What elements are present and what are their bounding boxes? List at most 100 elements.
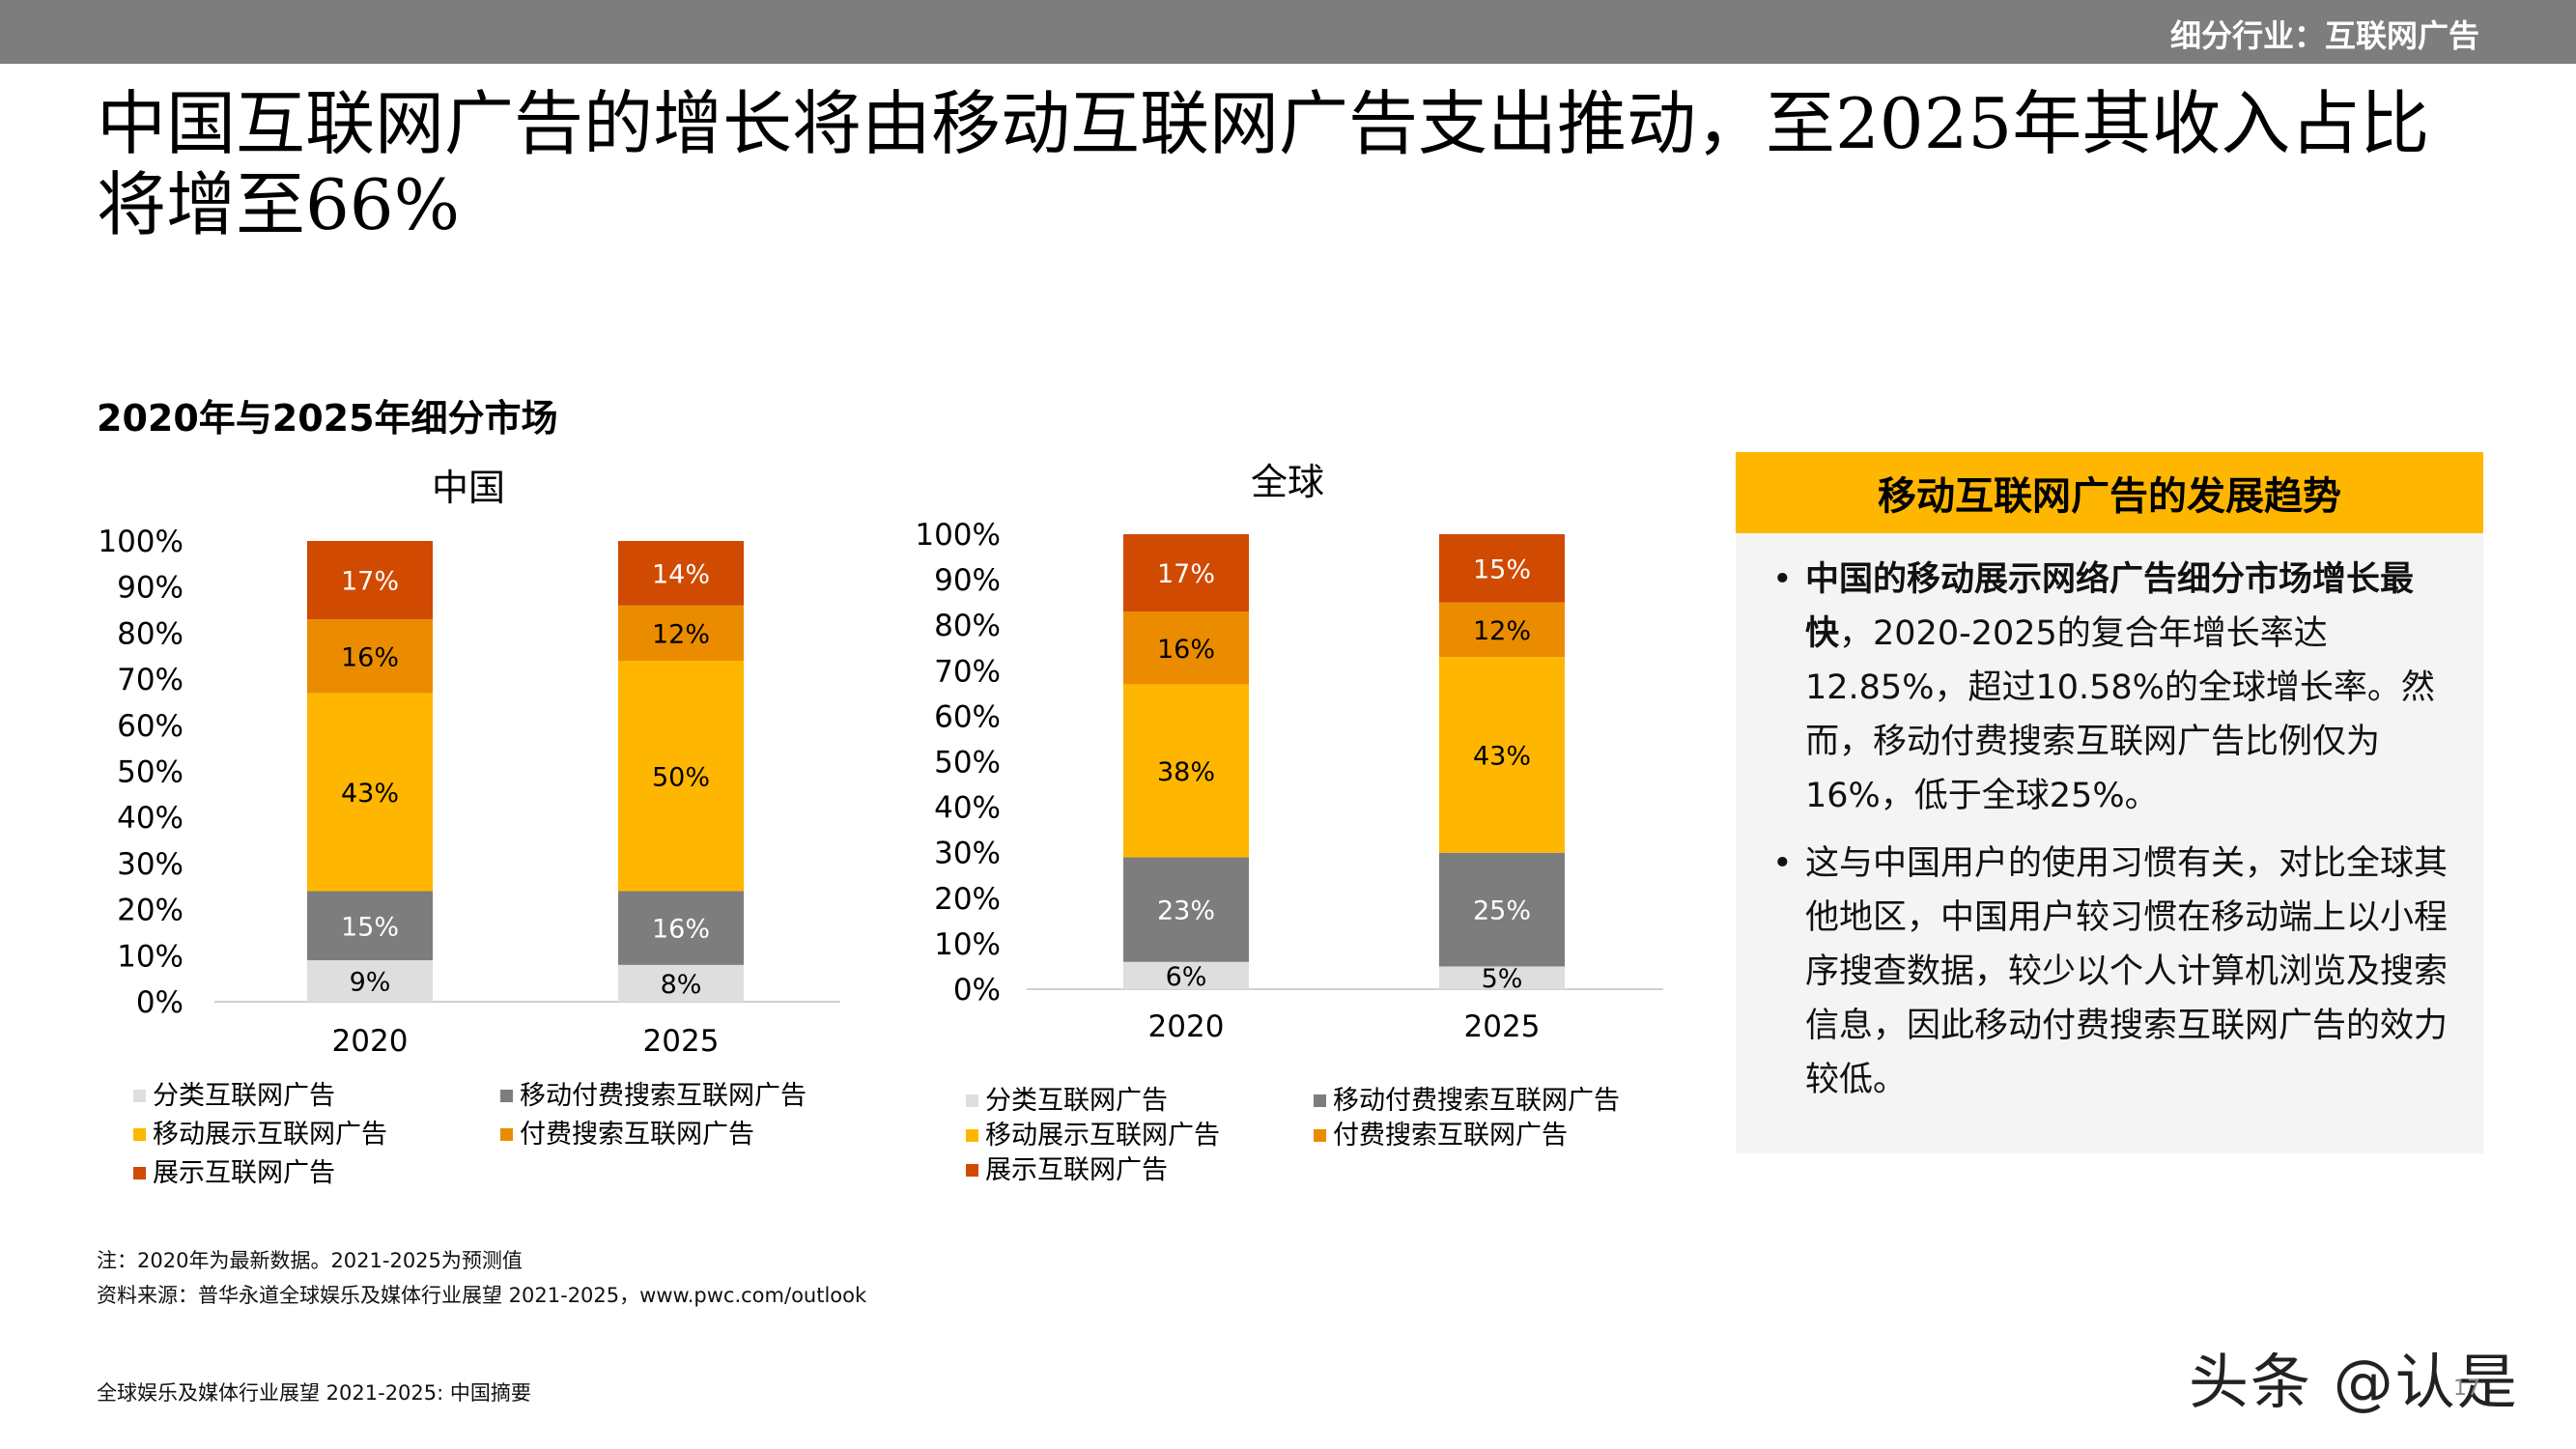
y-tick-label: 20%: [934, 882, 1001, 917]
data-label: 17%: [341, 567, 399, 597]
bar-segment-global-2020-4: [1123, 534, 1249, 612]
y-tick-label: 40%: [117, 801, 184, 836]
legend-label: 付费搜索互联网广告: [520, 1120, 754, 1150]
trend-bullet-2: • 这与中国用户的使用习惯有关，对比全球其他地区，中国用户较习惯在移动端上以小程…: [1772, 837, 2456, 1107]
footer-text: 全球娱乐及媒体行业展望 2021-2025: 中国摘要: [97, 1381, 531, 1405]
y-tick-label: 70%: [934, 654, 1001, 689]
data-label: 12%: [652, 619, 710, 649]
trend-bullet-1: • 中国的移动展示网络广告细分市场增长最快，2020-2025的复合年增长率达1…: [1772, 553, 2456, 823]
data-source: 资料来源：普华永道全球娱乐及媒体行业展望 2021-2025，www.pwc.c…: [97, 1284, 867, 1307]
page-title: 中国互联网广告的增长将由移动互联网广告支出推动，至2025年其收入占比将增至66…: [97, 83, 2430, 245]
y-tick-label: 10%: [934, 927, 1001, 962]
legend-swatch: [133, 1167, 146, 1179]
y-tick-label: 90%: [117, 571, 184, 606]
legend-label: 移动付费搜索互联网广告: [520, 1081, 807, 1111]
data-label: 43%: [1473, 741, 1531, 771]
y-tick-label: 20%: [117, 894, 184, 928]
x-category-label: 2025: [643, 1024, 720, 1059]
x-category-label: 2025: [1464, 1009, 1541, 1044]
y-tick-label: 40%: [934, 791, 1001, 826]
data-label: 8%: [661, 970, 702, 1000]
legend-swatch: [500, 1090, 513, 1102]
data-label: 50%: [652, 762, 710, 792]
legend-label: 付费搜索互联网广告: [1333, 1121, 1568, 1151]
data-label: 6%: [1166, 962, 1207, 992]
bullet-icon: •: [1772, 844, 1793, 883]
x-category-label: 2020: [1148, 1009, 1225, 1044]
y-tick-label: 30%: [934, 837, 1001, 871]
legend-label: 移动付费搜索互联网广告: [1333, 1086, 1620, 1116]
y-tick-label: 60%: [117, 709, 184, 744]
stacked-bar-charts: 中国 0% 10% 20% 30% 40% 50% 60% 70% 80% 90% 100% 9% 15%…: [98, 461, 1663, 1188]
data-note: 注：2020年为最新数据。2021-2025为预测值: [97, 1249, 523, 1272]
bar-segment-china-2020-4: [307, 541, 433, 620]
bar-segment-china-2025-1: [618, 891, 744, 965]
x-category-label: 2020: [332, 1024, 409, 1059]
legend-label: 移动展示互联网广告: [985, 1121, 1220, 1151]
legend-swatch: [133, 1090, 146, 1102]
bar-segment-global-2020-3: [1123, 611, 1249, 685]
data-label: 9%: [350, 968, 391, 998]
bar-segment-global-2025-1: [1439, 852, 1565, 967]
data-label: 5%: [1482, 964, 1523, 994]
y-tick-label: 0%: [953, 973, 1001, 1008]
legend-swatch: [1314, 1129, 1326, 1142]
trend-bullet-2-text: 这与中国用户的使用习惯有关，对比全球其他地区，中国用户较习惯在移动端上以小程序搜…: [1805, 844, 2449, 1099]
section-label: 细分行业：互联网广告: [2169, 17, 2479, 54]
trend-bullet-1-bold: 中国的移动展示网络广告细分市场增长最快: [1805, 560, 2415, 653]
y-tick-label: 80%: [934, 609, 1001, 643]
data-label: 23%: [1157, 896, 1215, 926]
page-number: 17: [2453, 1377, 2480, 1401]
y-tick-label: 0%: [136, 985, 184, 1020]
legend-swatch: [133, 1128, 146, 1141]
bar-segment-china-2020-2: [307, 693, 433, 892]
data-label: 38%: [1157, 757, 1215, 787]
legend-swatch: [966, 1129, 978, 1142]
bullet-icon: •: [1772, 560, 1793, 599]
legend-label: 展示互联网广告: [153, 1158, 335, 1188]
data-label: 16%: [341, 642, 399, 672]
trend-bullet-list: • 中国的移动展示网络广告细分市场增长最快，2020-2025的复合年增长率达1…: [1736, 533, 2483, 1107]
legend-swatch: [966, 1164, 978, 1177]
y-tick-label: 80%: [117, 616, 184, 651]
legend-swatch: [966, 1094, 978, 1107]
data-label: 43%: [341, 779, 399, 809]
bar-segment-global-2025-4: [1439, 534, 1565, 603]
data-label: 15%: [1473, 554, 1531, 584]
bar-segment-china-2020-0: [307, 960, 433, 1002]
y-tick-label: 90%: [934, 563, 1001, 598]
bar-segment-china-2025-3: [618, 605, 744, 662]
data-label: 17%: [1157, 559, 1215, 589]
chart-title-china: 中国: [432, 467, 505, 509]
bar-segment-china-2020-3: [307, 619, 433, 694]
bar-segment-global-2025-2: [1439, 657, 1565, 853]
bar-segment-china-2025-0: [618, 964, 744, 1002]
y-tick-label: 70%: [117, 663, 184, 697]
chart-heading: 2020年与2025年细分市场: [97, 397, 558, 440]
y-tick-label: 100%: [915, 518, 1001, 553]
trend-bullet-1-text: ，2020-2025的复合年增长率达12.85%，超过10.58%的全球增长率。…: [1805, 614, 2435, 815]
legend-label: 展示互联网广告: [985, 1155, 1168, 1185]
bar-segment-china-2020-1: [307, 891, 433, 961]
y-tick-label: 100%: [98, 525, 184, 559]
bar-segment-china-2025-2: [618, 661, 744, 892]
data-label: 14%: [652, 559, 710, 589]
legend-label: 分类互联网广告: [153, 1081, 335, 1111]
chart-title-global: 全球: [1251, 461, 1324, 503]
data-label: 25%: [1473, 896, 1531, 926]
bar-segment-global-2020-2: [1123, 684, 1249, 858]
y-tick-label: 10%: [117, 939, 184, 974]
bar-segment-global-2025-3: [1439, 602, 1565, 658]
legend-label: 分类互联网广告: [985, 1086, 1168, 1116]
data-label: 12%: [1473, 616, 1531, 646]
trend-panel: 移动互联网广告的发展趋势 • 中国的移动展示网络广告细分市场增长最快，2020-…: [1736, 452, 2483, 1153]
y-tick-label: 30%: [117, 847, 184, 882]
y-tick-label: 60%: [934, 699, 1001, 734]
legend-swatch: [500, 1128, 513, 1141]
trend-panel-title: 移动互联网广告的发展趋势: [1736, 452, 2483, 533]
bar-segment-global-2020-1: [1123, 857, 1249, 962]
data-label: 16%: [652, 915, 710, 945]
top-bar: 细分行业：互联网广告: [0, 0, 2576, 64]
bar-segment-global-2025-0: [1439, 966, 1565, 989]
data-label: 16%: [1157, 635, 1215, 665]
